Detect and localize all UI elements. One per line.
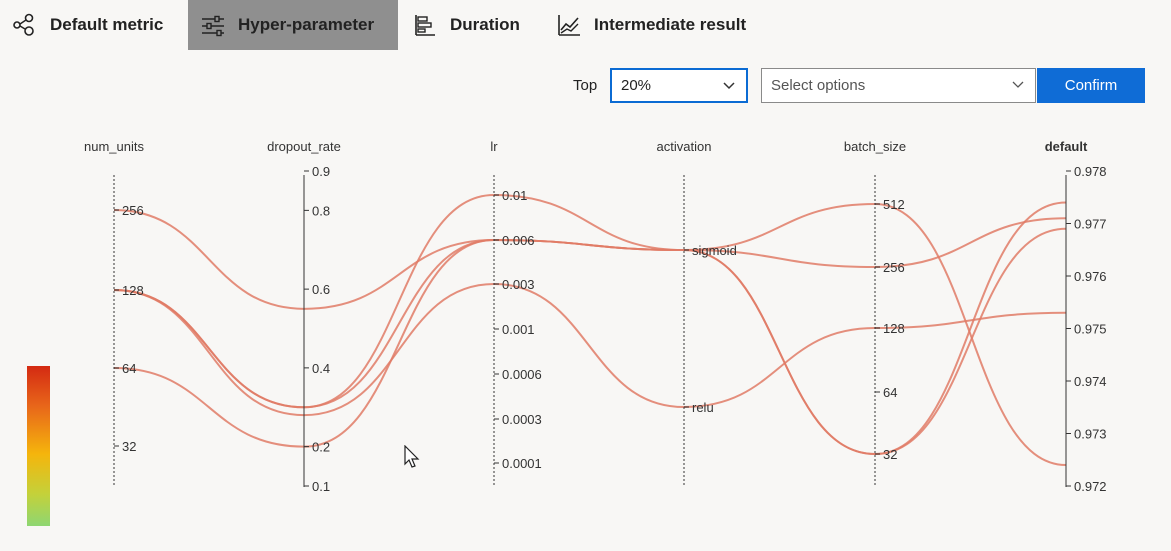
tick-label: 256	[122, 203, 144, 218]
axis-title: default	[1045, 139, 1088, 154]
tick-label: 0.6	[312, 282, 330, 297]
axis-activation: activation sigmoid relu	[657, 139, 737, 487]
tick-label: 0.01	[502, 188, 527, 203]
chevron-down-icon	[723, 82, 735, 90]
tick-label: 0.0001	[502, 456, 542, 471]
axis-title: batch_size	[844, 139, 906, 154]
tick-label: 128	[883, 321, 905, 336]
tick-label: 0.006	[502, 233, 535, 248]
tick-label: relu	[692, 400, 714, 415]
sliders-icon	[200, 12, 226, 38]
tab-default-metric[interactable]: Default metric	[8, 0, 183, 50]
parallel-coordinates-chart: num_units 256 128 64 32 dropout_rate 0.9 0.8 0.6…	[0, 120, 1171, 540]
tab-hyper-parameter[interactable]: Hyper-parameter	[188, 0, 398, 50]
tick-label: 64	[883, 385, 897, 400]
filter-controls: Top 20% Select options Confirm	[0, 68, 1171, 104]
chevron-down-icon	[1012, 81, 1024, 88]
axis-title: activation	[657, 139, 712, 154]
tick-label: 0.4	[312, 361, 330, 376]
color-scale-bar	[27, 366, 50, 526]
confirm-button[interactable]: Confirm	[1037, 68, 1145, 103]
tick-label: 0.9	[312, 164, 330, 179]
axis-num-units: num_units 256 128 64 32	[84, 139, 144, 487]
tab-label: Hyper-parameter	[238, 15, 375, 34]
tick-label: 0.0003	[502, 412, 542, 427]
axis-batch-size: batch_size 512 256 128 64 32	[844, 139, 906, 487]
axis-title: num_units	[84, 139, 144, 154]
tab-label: Intermediate result	[594, 15, 747, 34]
tab-label: Default metric	[50, 15, 164, 34]
tab-duration[interactable]: Duration	[412, 0, 542, 50]
tick-label: 0.977	[1074, 217, 1107, 232]
trial-line[interactable]	[113, 209, 1067, 310]
axis-dropout-rate: dropout_rate 0.9 0.8 0.6 0.4 0.2 0.1	[267, 139, 341, 494]
trial-line[interactable]	[113, 201, 1067, 456]
tick-label: 0.001	[502, 322, 535, 337]
line-chart-icon	[556, 12, 582, 38]
tick-label: 64	[122, 361, 136, 376]
tick-label: 32	[122, 439, 136, 454]
tick-label: 0.978	[1074, 164, 1107, 179]
tab-intermediate-result[interactable]: Intermediate result	[556, 0, 776, 50]
tick-label: sigmoid	[692, 243, 737, 258]
axis-lr: lr 0.01 0.006 0.003 0.001 0.0006 0.0003 0.0001	[490, 139, 542, 487]
tick-label: 0.1	[312, 479, 330, 494]
chart-svg: num_units 256 128 64 32 dropout_rate 0.9 0.8 0.6…	[27, 139, 1107, 526]
mouse-cursor-icon	[404, 445, 420, 468]
tick-label: 0.975	[1074, 322, 1107, 337]
tab-label: Duration	[450, 15, 520, 34]
tick-label: 0.8	[312, 203, 330, 218]
tick-label: 0.973	[1074, 427, 1107, 442]
bar-list-icon	[412, 12, 438, 38]
tick-label: 0.2	[312, 440, 330, 455]
tick-label: 0.972	[1074, 479, 1107, 494]
network-icon	[12, 12, 38, 38]
tick-label: 512	[883, 197, 905, 212]
axis-default: default 0.978 0.977 0.976 0.975 0.974 0.973 0.9…	[1045, 139, 1107, 494]
top-label: Top	[573, 77, 598, 94]
tick-label: 128	[122, 283, 144, 298]
options-placeholder: Select options	[771, 77, 866, 94]
view-tab-bar: Default metric Hyper-parameter Duration …	[0, 0, 1171, 50]
top-percent-select[interactable]: 20%	[610, 68, 748, 103]
options-select[interactable]: Select options	[761, 68, 1036, 103]
top-percent-value: 20%	[621, 77, 652, 94]
tick-label: 32	[883, 447, 897, 462]
tick-label: 0.003	[502, 277, 535, 292]
tick-label: 0.0006	[502, 367, 542, 382]
axis-title: dropout_rate	[267, 139, 341, 154]
tick-label: 0.974	[1074, 374, 1107, 389]
axis-title: lr	[490, 139, 498, 154]
tick-label: 256	[883, 260, 905, 275]
tick-label: 0.976	[1074, 269, 1107, 284]
